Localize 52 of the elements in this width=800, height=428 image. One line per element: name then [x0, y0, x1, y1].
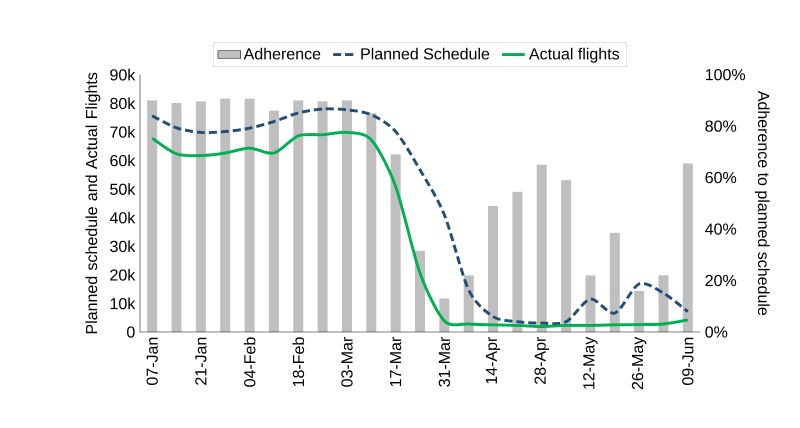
- x-tick-label: 31-Mar: [438, 336, 450, 387]
- bar: [682, 163, 693, 332]
- x-tick-label: 17-Mar: [390, 336, 402, 386]
- bar: [610, 232, 620, 332]
- y-tick-label: 60k: [110, 154, 136, 166]
- y2-tick-label: 80%: [705, 120, 736, 132]
- bar: [342, 100, 352, 332]
- legend-label: Adherence: [244, 48, 320, 60]
- y2-tick-label: 20%: [706, 274, 736, 286]
- y-tick-label: 10k: [110, 298, 136, 310]
- x-tick-label: 14-Apr: [486, 336, 500, 384]
- bar: [318, 101, 328, 332]
- x-tick-label: 04-Feb: [244, 337, 256, 387]
- bar: [634, 290, 644, 332]
- legend-label: Actual flights: [528, 48, 620, 63]
- y-tick-label: 80k: [110, 97, 136, 110]
- bar: [536, 164, 547, 332]
- x-tick-label: 26-May: [632, 336, 646, 390]
- y-tick-label: 50k: [110, 183, 136, 195]
- x-tick-label: 18-Feb: [292, 337, 304, 386]
- x-tick-label: 09-Jun: [682, 338, 694, 385]
- y-tick-label: 30k: [110, 240, 136, 252]
- bar: [196, 101, 206, 332]
- x-tick-label: 12-May: [583, 336, 598, 389]
- bar: [172, 102, 182, 332]
- bar: [512, 192, 522, 332]
- x-tick-label: 07-Jan: [146, 338, 158, 385]
- bar: [585, 275, 596, 332]
- y-tick-label: 20k: [110, 268, 136, 281]
- y-tick-label: 0: [127, 326, 135, 338]
- y2-tick-label: 0%: [705, 326, 728, 338]
- bar: [561, 180, 572, 332]
- y-tick-label: 90k: [110, 68, 136, 81]
- bar: [366, 113, 376, 332]
- y2-tick-label: 60%: [706, 172, 736, 184]
- legend-label: Planned Schedule: [361, 48, 490, 60]
- y2-tick-label: 40%: [705, 223, 736, 235]
- y-tick-label: 40k: [110, 212, 136, 224]
- x-tick-label: 03-Mar: [341, 336, 353, 387]
- bar: [293, 100, 304, 332]
- bar: [147, 100, 158, 332]
- y-tick-label: 70k: [110, 126, 136, 138]
- y2-tick-label: 100%: [706, 69, 746, 80]
- bar: [220, 98, 230, 332]
- bar: [488, 206, 498, 332]
- x-tick-label: 21-Jan: [195, 338, 207, 385]
- bar: [268, 110, 279, 332]
- bar: [390, 154, 401, 332]
- y2-axis-title: Adherence to planned schedule: [754, 90, 770, 316]
- y-axis-title: Planned schedule and Actual Flights: [85, 72, 100, 334]
- x-tick-label: 28-Apr: [534, 336, 549, 384]
- bar: [244, 98, 255, 332]
